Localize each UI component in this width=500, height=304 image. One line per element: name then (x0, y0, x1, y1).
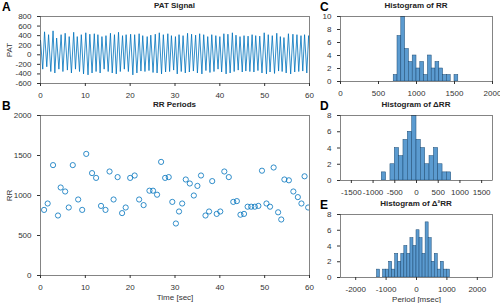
svg-text:500: 500 (18, 231, 32, 240)
html-text:RR Periods: RR Periods (152, 100, 197, 109)
svg-text:40: 40 (215, 283, 224, 292)
svg-text:6: 6 (327, 127, 332, 136)
svg-text:2000: 2000 (484, 89, 500, 97)
svg-text:30: 30 (171, 283, 180, 292)
svg-text:0: 0 (327, 77, 332, 86)
svg-text:20: 20 (126, 91, 135, 99)
svg-text:40: 40 (215, 91, 224, 99)
svg-text:-200: -200 (15, 60, 32, 69)
svg-text:8: 8 (327, 111, 332, 120)
svg-text:0: 0 (27, 50, 32, 59)
svg-text:Time [sec]: Time [sec] (157, 293, 194, 302)
svg-text:4: 4 (327, 242, 332, 251)
svg-text:4: 4 (327, 144, 332, 153)
svg-text:400: 400 (18, 31, 32, 40)
svg-text:500: 500 (432, 188, 446, 196)
svg-text:-1000: -1000 (363, 188, 384, 196)
svg-text:600: 600 (18, 22, 32, 31)
svg-text:2: 2 (327, 160, 332, 169)
svg-text:0: 0 (27, 271, 32, 280)
svg-text:-500: -500 (387, 188, 404, 196)
svg-text:-600: -600 (15, 79, 32, 88)
svg-text:30: 30 (171, 91, 180, 99)
svg-text:1000: 1000 (14, 191, 32, 200)
svg-text:1500: 1500 (14, 151, 32, 160)
svg-text:500: 500 (372, 89, 386, 97)
svg-text:200: 200 (18, 41, 32, 50)
svg-text:PAT: PAT (5, 43, 14, 57)
svg-text:0: 0 (38, 283, 43, 292)
svg-text:2: 2 (327, 257, 332, 266)
html-text:D: D (320, 99, 329, 113)
svg-text:0: 0 (338, 89, 343, 97)
html-text:Histogram of Δ²RR: Histogram of Δ²RR (380, 199, 452, 208)
svg-text:10: 10 (81, 91, 90, 99)
svg-text:1500: 1500 (446, 89, 464, 97)
svg-text:8: 8 (327, 25, 332, 34)
svg-text:50: 50 (260, 283, 269, 292)
svg-text:60: 60 (305, 283, 314, 292)
svg-text:1000: 1000 (408, 89, 426, 97)
svg-text:2: 2 (327, 64, 332, 73)
html-text:Histogram of RR: Histogram of RR (384, 1, 448, 10)
svg-text:1500: 1500 (473, 188, 491, 196)
html-text:PAT Signal: PAT Signal (154, 1, 195, 10)
html-text:Histogram of ΔRR: Histogram of ΔRR (381, 100, 451, 109)
svg-text:0: 0 (414, 188, 419, 196)
svg-text:60: 60 (305, 91, 314, 99)
svg-text:8: 8 (327, 210, 332, 219)
svg-text:0: 0 (327, 176, 332, 185)
svg-text:0: 0 (38, 91, 43, 99)
svg-text:800: 800 (18, 12, 32, 21)
svg-text:1000: 1000 (451, 188, 469, 196)
svg-text:-2000: -2000 (345, 285, 366, 294)
svg-text:0: 0 (414, 285, 419, 294)
html-text:B: B (2, 99, 11, 113)
html-text:A: A (2, 0, 11, 14)
svg-text:0: 0 (327, 273, 332, 282)
html-text:E: E (320, 198, 328, 212)
svg-text:20: 20 (126, 283, 135, 292)
svg-text:RR: RR (5, 190, 14, 202)
svg-text:2000: 2000 (468, 285, 486, 294)
svg-text:Period [msec]: Period [msec] (392, 295, 441, 304)
svg-text:2000: 2000 (14, 111, 32, 120)
svg-text:50: 50 (260, 91, 269, 99)
html-text:C: C (320, 0, 329, 14)
svg-text:-1500: -1500 (341, 188, 362, 196)
svg-text:6: 6 (327, 226, 332, 235)
svg-text:-400: -400 (15, 69, 32, 78)
svg-text:10: 10 (81, 283, 90, 292)
svg-text:6: 6 (327, 38, 332, 47)
svg-text:4: 4 (327, 51, 332, 60)
svg-text:-1000: -1000 (376, 285, 397, 294)
svg-text:1000: 1000 (438, 285, 456, 294)
svg-text:10: 10 (323, 12, 332, 21)
